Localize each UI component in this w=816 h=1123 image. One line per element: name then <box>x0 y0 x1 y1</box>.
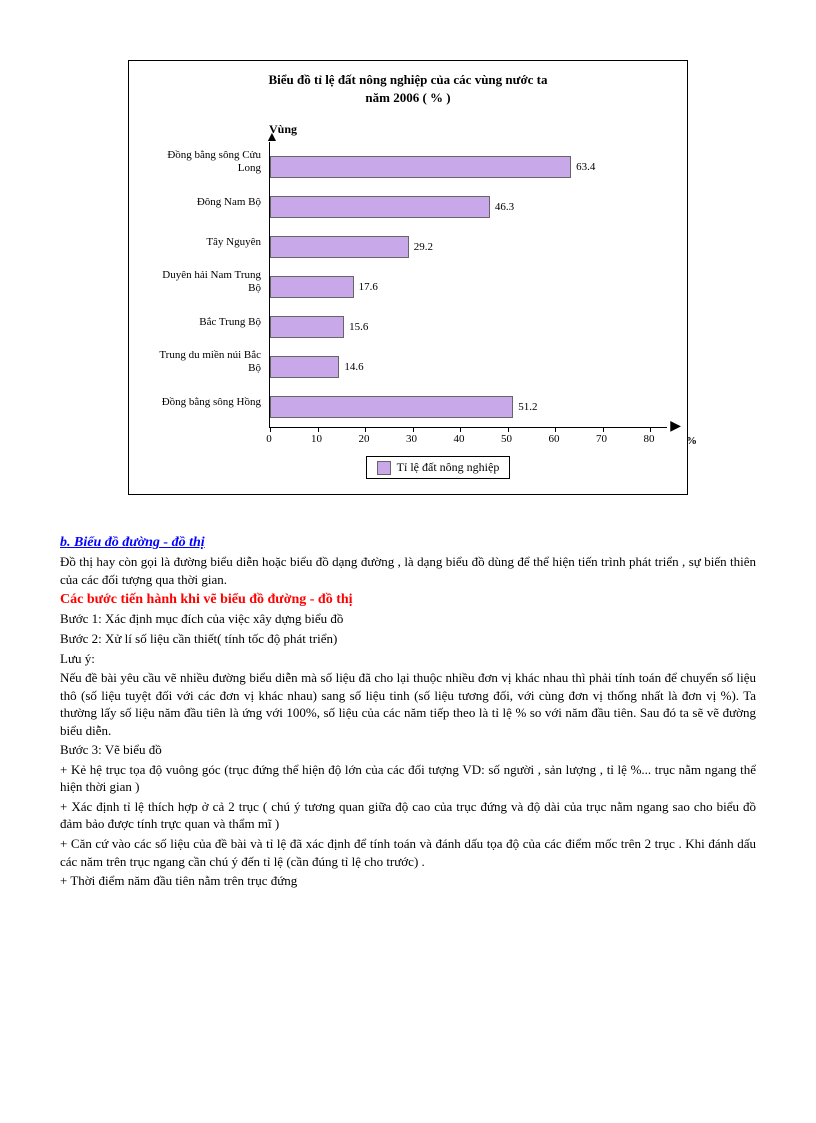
bar-row: 14.6 <box>270 347 667 387</box>
section-heading-b: b. Biểu đồ đường - đồ thị <box>60 535 756 551</box>
bar-value-label: 14.6 <box>344 361 363 373</box>
chart-area: Vùng Đồng bằng sông Cửu LongĐông Nam BộT… <box>149 122 667 479</box>
step-3: Bước 3: Vẽ biểu đồ <box>60 741 756 759</box>
x-tick-label: 20 <box>359 433 370 445</box>
bar-row: 29.2 <box>270 227 667 267</box>
bar-row: 46.3 <box>270 187 667 227</box>
x-tick-label: 60 <box>549 433 560 445</box>
paragraph-1: Đồ thị hay còn gọi là đường biểu diễn ho… <box>60 553 756 588</box>
y-label: Đồng bằng sông Hồng <box>149 382 269 422</box>
x-ticks: 01020304050607080 <box>269 428 649 448</box>
bars-group: 63.4 46.3 29.2 17.6 15.6 14.6 51.2 <box>270 142 667 427</box>
step-2: Bước 2: Xử lí số liệu cần thiết( tính tố… <box>60 630 756 648</box>
x-tick-label: 70 <box>596 433 607 445</box>
y-arrow-icon: ▲ <box>265 130 279 146</box>
chart-title-line2: năm 2006 ( % ) <box>365 90 450 105</box>
bullet-1: + Kẻ hệ trục tọa độ vuông góc (trục đứng… <box>60 761 756 796</box>
legend-wrap: Tỉ lệ đất nông nghiệp <box>209 448 667 479</box>
bar-value-label: 51.2 <box>518 401 537 413</box>
bar-row: 51.2 <box>270 387 667 427</box>
x-tick <box>650 427 651 432</box>
plot-area: ▲ ▶ % 63.446.329.217.615.614.651.2 <box>269 142 667 428</box>
chart-title-line1: Biểu đồ tỉ lệ đất nông nghiệp của các vù… <box>268 72 547 87</box>
bar <box>270 196 490 218</box>
chart-title: Biểu đồ tỉ lệ đất nông nghiệp của các vù… <box>149 71 667 107</box>
legend-swatch <box>377 461 391 475</box>
y-label: Đông Nam Bộ <box>149 182 269 222</box>
x-tick-label: 10 <box>311 433 322 445</box>
bar-value-label: 46.3 <box>495 201 514 213</box>
red-heading: Các bước tiến hành khi vẽ biểu đồ đường … <box>60 592 756 608</box>
y-label: Tây Nguyên <box>149 222 269 262</box>
x-tick-label: 30 <box>406 433 417 445</box>
bar-value-label: 29.2 <box>414 241 433 253</box>
y-labels: Đồng bằng sông Cửu LongĐông Nam BộTây Ng… <box>149 142 269 428</box>
y-axis-title: Vùng <box>269 122 667 137</box>
x-arrow-icon: ▶ <box>670 418 681 435</box>
bar <box>270 236 409 258</box>
x-tick-label: 0 <box>266 433 272 445</box>
bar-value-label: 17.6 <box>359 281 378 293</box>
x-tick-label: 40 <box>454 433 465 445</box>
chart-container: Biểu đồ tỉ lệ đất nông nghiệp của các vù… <box>128 60 688 495</box>
y-label: Duyên hải Nam Trung Bộ <box>149 262 269 302</box>
bar-row: 63.4 <box>270 147 667 187</box>
legend-label: Tỉ lệ đất nông nghiệp <box>397 460 500 475</box>
legend: Tỉ lệ đất nông nghiệp <box>366 456 511 479</box>
step-1: Bước 1: Xác định mục đích của việc xây d… <box>60 610 756 628</box>
bullet-4: + Thời điểm năm đầu tiên nằm trên trục đ… <box>60 872 756 890</box>
x-axis-title: % <box>686 435 697 447</box>
bar <box>270 356 339 378</box>
bullet-2: + Xác định tỉ lệ thích hợp ở cả 2 trục (… <box>60 798 756 833</box>
y-label: Trung du miền núi Bắc Bộ <box>149 342 269 382</box>
bar-row: 17.6 <box>270 267 667 307</box>
y-label: Đồng bằng sông Cửu Long <box>149 142 269 182</box>
note-label: Lưu ý: <box>60 650 756 668</box>
bullet-3: + Căn cứ vào các số liệu của đề bài và t… <box>60 835 756 870</box>
note-body: Nếu đề bài yêu cầu vẽ nhiều đường biểu d… <box>60 669 756 739</box>
x-tick-label: 80 <box>644 433 655 445</box>
bar-row: 15.6 <box>270 307 667 347</box>
x-tick-label: 50 <box>501 433 512 445</box>
bar <box>270 396 513 418</box>
bar <box>270 316 344 338</box>
y-label: Bắc Trung Bộ <box>149 302 269 342</box>
bar <box>270 156 571 178</box>
bar-value-label: 15.6 <box>349 321 368 333</box>
bar <box>270 276 354 298</box>
bar-value-label: 63.4 <box>576 161 595 173</box>
plot-container: Đồng bằng sông Cửu LongĐông Nam BộTây Ng… <box>149 142 667 428</box>
